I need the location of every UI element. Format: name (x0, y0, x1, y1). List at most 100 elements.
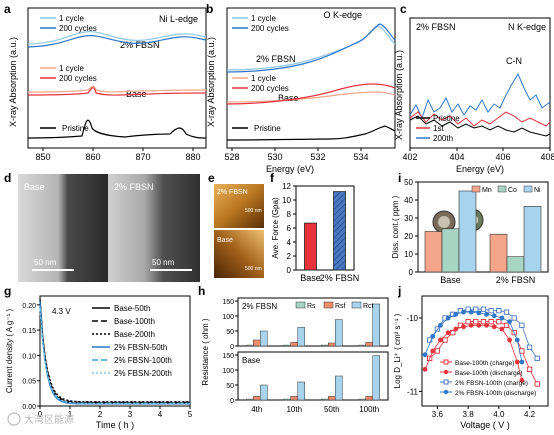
panel-a-ylabel: X-ray Absorption (a.u.) (8, 37, 18, 127)
panel-h-bar-1-3-1 (365, 396, 373, 401)
tem-image-base (18, 174, 108, 282)
panel-g-legend-3: 2% FBSN-50th (114, 343, 167, 352)
panel-e: e 2% FBSN Base 500 nm 500 nm (208, 171, 264, 278)
panel-a-xtick-0: 850 (35, 152, 50, 162)
panel-g-xtick-1: 1 (68, 410, 73, 419)
legend-b-base-1cycle: 1 cycle (251, 74, 276, 83)
panel-f-ytick-0: 0 (287, 266, 292, 275)
panel-h-bar-0-0-1 (253, 339, 261, 347)
panel-i-bar-0-0 (424, 231, 443, 273)
panel-c-annotation: C-N (506, 56, 522, 66)
panel-j-point-3-4 (453, 311, 459, 317)
panel-letter-c: c (400, 2, 407, 16)
panel-b-base-label: Base (278, 93, 299, 103)
curve-c-200th (409, 72, 551, 120)
tem-label-base: Base (24, 182, 45, 192)
panel-j-legend-marker-1 (443, 369, 449, 375)
panel-j-point-2-8 (488, 308, 494, 314)
panel-j-point-0-1 (434, 348, 441, 354)
curve-b-base-1cycle (226, 91, 396, 103)
panel-h-sublabel-1: Base (242, 356, 261, 365)
panel-b-fbsn-label: 2% FBSN (256, 54, 296, 64)
tem-scale-fbsn: 50 nm (152, 258, 175, 267)
panel-h-bar-1-2-2 (335, 375, 343, 401)
panel-i-ytick-0: 0 (409, 268, 414, 277)
panel-d: d Base 2% FBSN 50 nm 50 nm (4, 171, 200, 282)
panel-g-legend-0: Base-50th (114, 304, 150, 313)
panel-h-ytick-0-2: 100 (222, 314, 234, 321)
panel-j-legend-2: 2% FBSN-100th (charge) (455, 380, 528, 387)
panel-j-point-2-12 (519, 322, 525, 328)
panel-h-bar-0-2-1 (328, 342, 336, 347)
panel-j-point-0-2 (442, 337, 448, 343)
panel-j-point-0-7 (480, 319, 487, 325)
panel-letter-f: f (270, 171, 275, 185)
panel-g-ytick-2: 0.10 (22, 353, 36, 360)
panel-j-legend-marker-2 (443, 379, 449, 385)
panel-g: g Current density ( A g⁻¹ ) Time ( h ) 4.3… (4, 284, 193, 430)
panel-h-bar-1-1-2 (297, 381, 305, 401)
panel-i-ytick-3: 30 (404, 214, 413, 223)
panel-f-ytick-5: 10 (282, 196, 291, 205)
panel-i-ylabel: Diss. cont.( ppm ) (391, 195, 400, 258)
panel-h-bar-1-2-1 (328, 396, 336, 401)
panel-j-point-3-0 (422, 352, 428, 358)
panel-i-ytick-4: 40 (404, 196, 413, 205)
panel-j-point-3-2 (438, 322, 443, 328)
panel-a-xtick-2: 870 (135, 152, 150, 162)
panel-letter-i: i (398, 171, 401, 185)
curve-b-base-200cycles (226, 83, 396, 105)
legend-c-200th: 200th (433, 134, 453, 143)
panel-letter-d: d (4, 171, 11, 185)
panel-f-ytick-3: 6 (287, 224, 292, 233)
panel-j-point-3-11 (507, 319, 512, 325)
panel-j-point-2-13 (526, 344, 533, 350)
tem-image-fbsn (108, 174, 200, 282)
curve-a-fbsn-1cycle (27, 31, 207, 45)
panel-j: j Log D_Li⁺ ( cm² s⁻¹ ) Voltage ( V ) 3.6 3… (393, 284, 549, 430)
afm-scale-base: 500 nm (245, 266, 262, 272)
curve-a-pristine (27, 119, 207, 139)
panel-i-legend-swatch-0 (471, 185, 481, 193)
panel-b-title: O K-edge (323, 10, 362, 20)
panel-c-subtitle: 2% FBSN (416, 22, 456, 32)
panel-c-xticks: 402 404 406 408 (402, 148, 554, 162)
panel-j-point-1-10 (499, 326, 505, 332)
panel-j-point-0-10 (503, 322, 510, 328)
panel-h-ytick-1-3: 150 (222, 353, 234, 360)
panel-c-xtick-1: 404 (449, 152, 464, 162)
panel-i-legend-1: Co (508, 187, 517, 194)
panel-f-ylabel: Ave. Force (Gpa) (271, 197, 280, 259)
panel-j-point-3-8 (484, 311, 489, 317)
panel-g-annotation: 4.3 V (52, 307, 71, 316)
panel-h-bar-1-3-0 (358, 398, 366, 401)
panel-j-point-1-0 (422, 366, 428, 372)
panel-j-point-3-7 (476, 310, 482, 316)
panel-letter-b: b (206, 2, 213, 16)
panel-j-point-2-10 (503, 309, 510, 315)
panel-letter-a: a (4, 2, 11, 16)
watermark-text: 大湾区能源 (24, 413, 74, 426)
panel-j-point-1-11 (507, 337, 512, 343)
panel-h-bar-0-0-2 (260, 330, 268, 347)
panel-i: i Diss. cont.( ppm ) 0 10 20 30 40 50 Base 2% FB… (391, 171, 549, 285)
panel-g-ytick-1: 0.05 (22, 379, 36, 386)
panel-h-xtick-3: 100th (359, 405, 379, 414)
panel-i-legend-swatch-1 (497, 185, 507, 193)
panel-h-ytick-0-1: 50 (226, 329, 234, 336)
tem-label-fbsn: 2% FBSN (114, 182, 154, 192)
panel-c-xtick-0: 402 (402, 152, 417, 162)
curve-c-1st (409, 111, 551, 127)
panel-g-xtick-0: 0 (38, 410, 43, 419)
curve-a-fbsn-200cycles (27, 35, 207, 48)
panel-g-legend-4: 2% FBSN-100th (114, 356, 172, 365)
energy-label-c: Energy (eV) (456, 164, 504, 174)
panel-j-point-0-5 (465, 319, 471, 325)
panel-h-ytick-1-2: 100 (222, 368, 234, 375)
panel-a-title: Ni L-edge (159, 14, 198, 24)
panel-j-point-3-1 (430, 333, 436, 339)
panel-b-xtick-2: 532 (310, 152, 325, 162)
panel-j-point-0-8 (488, 319, 494, 325)
panel-g-xtick-2: 2 (98, 410, 103, 419)
